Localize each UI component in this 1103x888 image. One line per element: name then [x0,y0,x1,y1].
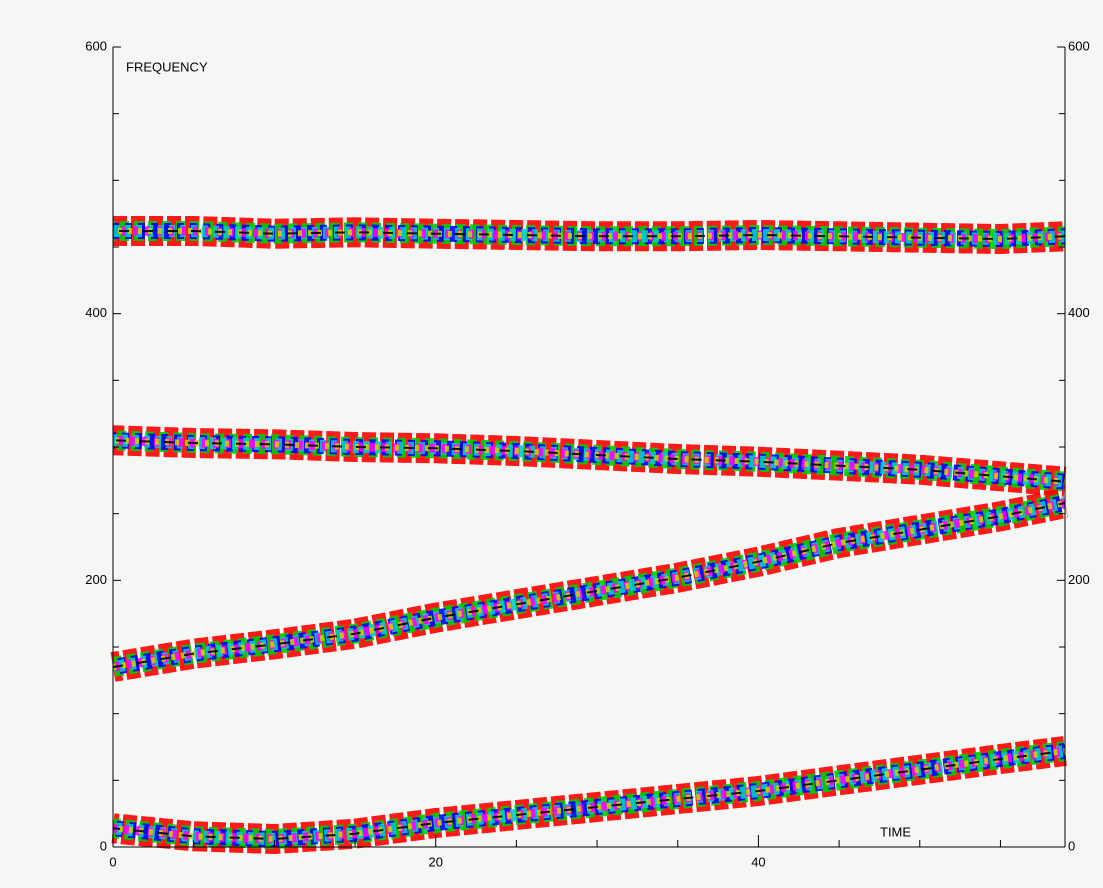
x-tick-label: 0 [109,854,116,869]
y-axis-title: FREQUENCY [126,59,208,74]
contour-band [112,745,1066,845]
x-tick-label: 20 [428,854,442,869]
y-tick-label: 600 [85,38,107,53]
contour-band [112,500,1066,670]
contour-band [112,432,1066,490]
y-tick-label: 200 [85,572,107,587]
contour-band [112,750,1066,840]
y-tick-label: 400 [85,305,107,320]
y2-tick-label: 0 [1068,838,1075,853]
y2-tick-label: 200 [1068,572,1090,587]
x-tick-label: 40 [751,854,765,869]
contour-band [112,435,1066,487]
y2-tick-label: 600 [1068,38,1090,53]
contour-band [112,502,1066,668]
contour-band [112,439,1066,483]
x-axis-title: TIME [880,824,911,839]
y-tick-label: 0 [100,838,107,853]
contour-band [113,230,1066,240]
y2-tick-label: 400 [1068,305,1090,320]
